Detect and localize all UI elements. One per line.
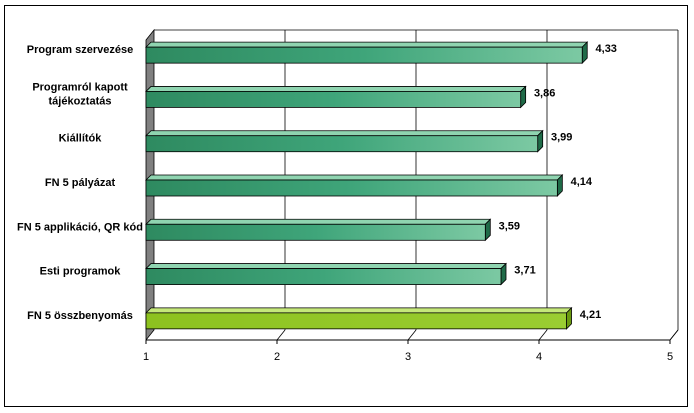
bar-top-face	[145, 174, 564, 181]
bar	[145, 91, 522, 108]
data-label: 3,71	[514, 265, 535, 277]
gridline-floor	[407, 329, 417, 341]
category-label: Kiállítók	[59, 133, 103, 145]
bar-top-face	[145, 307, 573, 314]
gridline-floor	[538, 329, 548, 341]
bar	[145, 46, 583, 64]
data-label: 3,86	[534, 87, 555, 99]
data-label: 4,14	[571, 176, 593, 188]
category-label: FN 5 applikáció, QR kód	[17, 221, 143, 233]
category-label: Programról kapott	[32, 81, 128, 93]
data-label: 4,21	[580, 309, 601, 321]
x-tick-label: 5	[667, 351, 673, 363]
bar	[145, 312, 567, 330]
category-label: Esti programok	[40, 266, 122, 278]
data-label: 3,99	[551, 132, 572, 144]
bar	[145, 179, 558, 197]
gridline-floor	[276, 329, 286, 341]
category-label: FN 5 pályázat	[45, 177, 116, 189]
x-tick-label: 2	[274, 351, 280, 363]
bar-top-face	[145, 130, 544, 137]
data-label: 4,33	[596, 43, 617, 55]
data-label: 3,59	[499, 220, 520, 232]
x-tick-label: 4	[536, 351, 542, 363]
bar-top-face	[145, 86, 527, 92]
category-label: tájékoztatás	[49, 95, 112, 107]
bar	[145, 268, 502, 285]
x-tick-label: 1	[143, 351, 149, 363]
bar-top-face	[145, 41, 589, 48]
bar-top-face	[145, 218, 492, 225]
gridline-floor	[669, 329, 679, 341]
bar	[145, 223, 486, 241]
x-tick-label: 3	[405, 351, 411, 363]
category-label: FN 5 összbenyomás	[27, 310, 133, 322]
category-label: Program szervezése	[27, 44, 133, 56]
bar-top-face	[145, 263, 507, 269]
bar	[145, 135, 539, 153]
